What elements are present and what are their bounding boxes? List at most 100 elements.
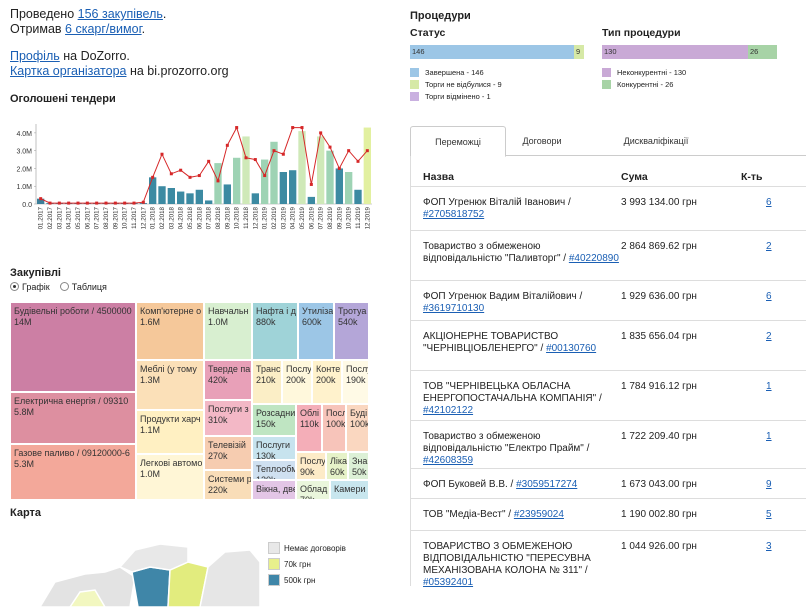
winner-count-link[interactable]: 6	[766, 291, 772, 302]
view-table-option[interactable]: Таблиця	[59, 282, 107, 292]
map-region-khmelnytskyi[interactable]	[131, 566, 171, 607]
winner-count-link[interactable]: 1	[766, 381, 772, 392]
treemap-tile-label: Утиліза	[302, 306, 334, 316]
complaints-link[interactable]: 6 скарг/вимог	[65, 22, 142, 36]
organizer-card-suffix: на bi.prozorro.org	[126, 64, 229, 78]
treemap-tile[interactable]: Зна 50k	[348, 452, 369, 480]
tender-point	[365, 149, 369, 153]
winner-count-link[interactable]: 5	[766, 509, 772, 520]
tender-point	[347, 149, 351, 153]
tender-bar	[307, 196, 315, 204]
treemap-tile[interactable]: Послуги 130k	[252, 436, 296, 460]
tab-disqualifications[interactable]: Дискваліфікації	[623, 136, 689, 146]
winner-count-link[interactable]: 3	[766, 541, 772, 552]
type-legend-item: Неконкурентні - 130	[602, 66, 686, 78]
treemap-tile[interactable]: Системи р 220k	[204, 470, 252, 500]
winner-count-link[interactable]: 2	[766, 331, 772, 342]
tender-point	[244, 156, 248, 160]
treemap-tile[interactable]: Послуги з 310k	[204, 400, 252, 436]
winner-row: Товариство з обмеженою відповідальністю …	[411, 230, 806, 280]
treemap-tile[interactable]: Послу190k	[342, 360, 369, 404]
winner-code-link[interactable]: #05392401	[423, 577, 474, 588]
type-bar-competitive[interactable]: 26	[748, 45, 777, 59]
treemap-tile[interactable]: Електрична енергія / 09310 5.8M	[10, 392, 136, 444]
treemap-tile[interactable]: Облад 70k	[296, 480, 330, 500]
treemap-tile[interactable]: Газове паливо / 09120000-6 5.3M	[10, 444, 136, 500]
x-tick-label: 07.2017	[94, 206, 101, 229]
procedure-type-title: Тип процедури	[602, 27, 681, 39]
treemap-tile[interactable]: Послу 90k	[296, 452, 326, 480]
organizer-card-link[interactable]: Картка організатора	[10, 64, 127, 78]
winner-code-link[interactable]: #3059517274	[516, 479, 578, 490]
panel-tabs: Переможці Договори Дискваліфікації	[410, 126, 806, 157]
treemap-tile[interactable]: Комп'ютерне о 1.6M	[136, 302, 204, 360]
map-region-kyiv[interactable]	[199, 549, 260, 607]
treemap-tile[interactable]: Транс 210k	[252, 360, 282, 404]
complaints-prefix: Отримав	[10, 22, 66, 36]
treemap-tile[interactable]: Утиліза 600k	[298, 302, 334, 360]
treemap-tile[interactable]: Конте 200k	[312, 360, 342, 404]
treemap-tile[interactable]: Буді 100k	[346, 404, 369, 452]
treemap-tile-value: 1.0M	[140, 469, 161, 479]
winner-count-link[interactable]: 6	[766, 197, 772, 208]
winner-name-text: ФОП Угренюк Вадим Віталійович /	[423, 291, 583, 302]
procurements-link[interactable]: 156 закупівель	[77, 7, 163, 21]
type-bar-noncompetitive[interactable]: 130	[602, 45, 748, 59]
treemap-tile[interactable]: Розсадни 150k	[252, 404, 296, 436]
treemap-tile[interactable]: Послу 200k	[282, 360, 312, 404]
tab-contracts[interactable]: Договори	[522, 136, 562, 146]
winner-code-link[interactable]: #00130760	[546, 343, 597, 354]
profile-link[interactable]: Профіль	[10, 49, 60, 63]
treemap-tile[interactable]: Ліка 60k	[326, 452, 348, 480]
view-table-radio[interactable]	[59, 282, 69, 291]
winner-code-link[interactable]: #42608359	[423, 455, 474, 466]
winner-code-link[interactable]: #3619710130	[423, 303, 485, 314]
tender-point	[197, 174, 201, 178]
map-region-rivne[interactable]	[118, 543, 189, 573]
treemap-tile[interactable]: Будівельні роботи / 4500000 14M	[10, 302, 136, 392]
treemap-tile[interactable]: Послу100k	[322, 404, 346, 452]
tender-bar	[242, 136, 250, 204]
treemap-tile[interactable]: Нафта і д 880k	[252, 302, 298, 360]
treemap-tile[interactable]: Легкові автомо 1.0M	[136, 454, 204, 500]
treemap-tile[interactable]: Продукти харч 1.1M	[136, 410, 204, 454]
legend-label: Конкурентні - 26	[617, 79, 674, 89]
winner-count-link[interactable]: 1	[766, 431, 772, 442]
treemap-tile[interactable]: Телевізій 270k	[204, 436, 252, 470]
legend-label: 70k грн	[284, 559, 311, 569]
winner-code-link[interactable]: #2705818752	[423, 209, 485, 220]
winner-sum: 1 722 209.40 грн	[621, 431, 697, 442]
map-region-chernivtsi[interactable]	[69, 589, 106, 607]
treemap-tile[interactable]: Вікна, две	[252, 480, 296, 500]
winners-panel: Переможці Договори Дискваліфікації Назва…	[410, 126, 806, 607]
profile-suffix: на DoZorro.	[59, 49, 130, 63]
tender-bar	[279, 172, 287, 204]
tender-point	[253, 158, 257, 162]
treemap-tile-label: Продукти харч	[140, 414, 201, 424]
status-bar-failed[interactable]: 9	[574, 45, 584, 59]
treemap-tile[interactable]: Теплообм 120k	[252, 460, 296, 480]
treemap-tile[interactable]: Навчальн 1.0M	[204, 302, 252, 360]
winner-code-link[interactable]: #42102122	[423, 405, 474, 416]
view-chart-option[interactable]: Графік	[10, 282, 50, 292]
legend-swatch	[410, 67, 419, 77]
treemap-tile[interactable]: Меблі (у тому 1.3M	[136, 360, 204, 410]
treemap-tile-label: Послу	[326, 408, 345, 418]
winner-code-link[interactable]: #23959024	[513, 509, 564, 520]
treemap-tile-value: 880k	[256, 317, 276, 327]
treemap-tile[interactable]: Камери	[330, 480, 369, 500]
map-region-west[interactable]	[39, 566, 136, 607]
treemap-tile[interactable]: Облі 110k	[296, 404, 322, 452]
x-tick-label: 08.2019	[327, 206, 334, 229]
tender-point	[319, 131, 323, 135]
treemap-tile[interactable]: Тротуа 540k	[334, 302, 369, 360]
winner-code-link[interactable]: #40220890	[568, 253, 619, 264]
view-chart-radio[interactable]	[10, 282, 19, 291]
status-bar-completed[interactable]: 146	[410, 45, 574, 59]
treemap-tile[interactable]: Тверде па 420k	[204, 360, 252, 400]
winner-count-link[interactable]: 2	[766, 241, 772, 252]
winner-name: ФОП Угренюк Вадим Віталійович / #3619710…	[423, 291, 621, 315]
winner-count-link[interactable]: 9	[766, 479, 772, 490]
complaints-line: Отримав 6 скарг/вимог.	[10, 22, 229, 37]
tab-winners[interactable]: Переможці	[410, 126, 506, 157]
